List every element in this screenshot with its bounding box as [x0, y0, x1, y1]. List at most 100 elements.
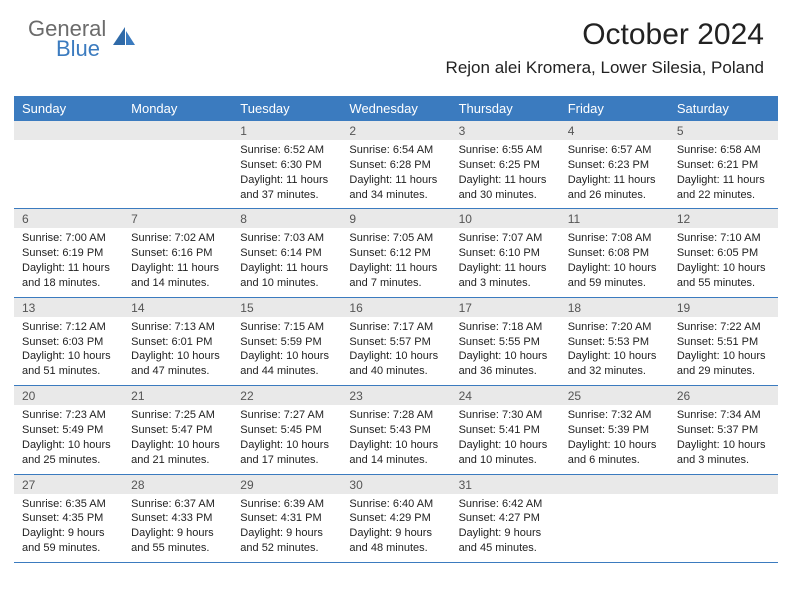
- location-text: Rejon alei Kromera, Lower Silesia, Polan…: [446, 58, 764, 78]
- day-number: 12: [669, 209, 778, 228]
- day-body: Sunrise: 6:40 AMSunset: 4:29 PMDaylight:…: [341, 494, 450, 562]
- day-number: 19: [669, 298, 778, 317]
- daylight-text: Daylight: 9 hours and 48 minutes.: [349, 526, 442, 556]
- day-body: Sunrise: 7:25 AMSunset: 5:47 PMDaylight:…: [123, 405, 232, 473]
- sunrise-text: Sunrise: 7:05 AM: [349, 231, 442, 246]
- day-body: Sunrise: 7:28 AMSunset: 5:43 PMDaylight:…: [341, 405, 450, 473]
- sunset-text: Sunset: 6:30 PM: [240, 158, 333, 173]
- day-body: Sunrise: 6:35 AMSunset: 4:35 PMDaylight:…: [14, 494, 123, 562]
- day-cell: 18Sunrise: 7:20 AMSunset: 5:53 PMDayligh…: [560, 298, 669, 385]
- day-body: Sunrise: 7:02 AMSunset: 6:16 PMDaylight:…: [123, 228, 232, 296]
- day-body: Sunrise: 7:10 AMSunset: 6:05 PMDaylight:…: [669, 228, 778, 296]
- sunrise-text: Sunrise: 6:42 AM: [459, 497, 552, 512]
- logo: General Blue: [28, 18, 137, 60]
- day-number: [14, 121, 123, 140]
- day-number: 29: [232, 475, 341, 494]
- day-cell: 9Sunrise: 7:05 AMSunset: 6:12 PMDaylight…: [341, 209, 450, 296]
- logo-text-blue: Blue: [56, 38, 106, 60]
- sunrise-text: Sunrise: 7:15 AM: [240, 320, 333, 335]
- day-cell: 22Sunrise: 7:27 AMSunset: 5:45 PMDayligh…: [232, 386, 341, 473]
- day-cell: 10 Sunrise: 7:07 AMSunset: 6:10 PMDayligh…: [451, 209, 560, 296]
- day-cell: 16Sunrise: 7:17 AMSunset: 5:57 PMDayligh…: [341, 298, 450, 385]
- daylight-text: Daylight: 10 hours and 10 minutes.: [459, 438, 552, 468]
- daylight-text: Daylight: 9 hours and 55 minutes.: [131, 526, 224, 556]
- day-body: Sunrise: 6:54 AMSunset: 6:28 PMDaylight:…: [341, 140, 450, 208]
- weeks-container: 1Sunrise: 6:52 AMSunset: 6:30 PMDaylight…: [14, 121, 778, 563]
- month-title: October 2024: [446, 18, 764, 52]
- sunrise-text: Sunrise: 6:39 AM: [240, 497, 333, 512]
- sunset-text: Sunset: 5:37 PM: [677, 423, 770, 438]
- sunset-text: Sunset: 6:25 PM: [459, 158, 552, 173]
- day-number: 22: [232, 386, 341, 405]
- sunset-text: Sunset: 4:27 PM: [459, 511, 552, 526]
- day-body: Sunrise: 7:32 AMSunset: 5:39 PMDaylight:…: [560, 405, 669, 473]
- day-number: 18: [560, 298, 669, 317]
- day-number: 17: [451, 298, 560, 317]
- day-number: 11: [560, 209, 669, 228]
- daylight-text: Daylight: 10 hours and 25 minutes.: [22, 438, 115, 468]
- day-number: 30: [341, 475, 450, 494]
- sunset-text: Sunset: 5:39 PM: [568, 423, 661, 438]
- daylight-text: Daylight: 10 hours and 32 minutes.: [568, 349, 661, 379]
- sunrise-text: Sunrise: 6:40 AM: [349, 497, 442, 512]
- daylight-text: Daylight: 10 hours and 51 minutes.: [22, 349, 115, 379]
- day-number: 14: [123, 298, 232, 317]
- day-body: [560, 494, 669, 503]
- day-body: Sunrise: 7:27 AMSunset: 5:45 PMDaylight:…: [232, 405, 341, 473]
- day-body: Sunrise: 7:15 AMSunset: 5:59 PMDaylight:…: [232, 317, 341, 385]
- day-number: 20: [14, 386, 123, 405]
- sunrise-text: Sunrise: 7:03 AM: [240, 231, 333, 246]
- daylight-text: Daylight: 10 hours and 44 minutes.: [240, 349, 333, 379]
- day-cell: 1Sunrise: 6:52 AMSunset: 6:30 PMDaylight…: [232, 121, 341, 208]
- daylight-text: Daylight: 10 hours and 29 minutes.: [677, 349, 770, 379]
- day-number: 25: [560, 386, 669, 405]
- weekday-header: Sunday Monday Tuesday Wednesday Thursday…: [14, 96, 778, 121]
- sunset-text: Sunset: 5:45 PM: [240, 423, 333, 438]
- daylight-text: Daylight: 10 hours and 6 minutes.: [568, 438, 661, 468]
- daylight-text: Daylight: 10 hours and 3 minutes.: [677, 438, 770, 468]
- day-body: Sunrise: 6:52 AMSunset: 6:30 PMDaylight:…: [232, 140, 341, 208]
- day-body: Sunrise: 6:42 AMSunset: 4:27 PMDaylight:…: [451, 494, 560, 562]
- sunrise-text: Sunrise: 7:02 AM: [131, 231, 224, 246]
- sunrise-text: Sunrise: 7:10 AM: [677, 231, 770, 246]
- sunset-text: Sunset: 5:47 PM: [131, 423, 224, 438]
- week-row: 13Sunrise: 7:12 AMSunset: 6:03 PMDayligh…: [14, 298, 778, 386]
- sunrise-text: Sunrise: 6:35 AM: [22, 497, 115, 512]
- day-body: Sunrise: 7:08 AMSunset: 6:08 PMDaylight:…: [560, 228, 669, 296]
- weekday-label: Saturday: [669, 96, 778, 121]
- day-body: Sunrise: 7:30 AMSunset: 5:41 PMDaylight:…: [451, 405, 560, 473]
- day-cell: 15Sunrise: 7:15 AMSunset: 5:59 PMDayligh…: [232, 298, 341, 385]
- sunrise-text: Sunrise: 7:32 AM: [568, 408, 661, 423]
- day-body: [123, 140, 232, 149]
- day-body: Sunrise: 7:03 AMSunset: 6:14 PMDaylight:…: [232, 228, 341, 296]
- daylight-text: Daylight: 10 hours and 59 minutes.: [568, 261, 661, 291]
- day-number: [669, 475, 778, 494]
- sunset-text: Sunset: 6:08 PM: [568, 246, 661, 261]
- day-cell: [669, 475, 778, 562]
- sunrise-text: Sunrise: 7:34 AM: [677, 408, 770, 423]
- day-body: Sunrise: 6:57 AMSunset: 6:23 PMDaylight:…: [560, 140, 669, 208]
- sunrise-text: Sunrise: 7:07 AM: [459, 231, 552, 246]
- day-number: 13: [14, 298, 123, 317]
- sunrise-text: Sunrise: 7:20 AM: [568, 320, 661, 335]
- sunrise-text: Sunrise: 6:54 AM: [349, 143, 442, 158]
- day-number: 10: [451, 209, 560, 228]
- sunset-text: Sunset: 5:43 PM: [349, 423, 442, 438]
- daylight-text: Daylight: 11 hours and 22 minutes.: [677, 173, 770, 203]
- daylight-text: Daylight: 9 hours and 52 minutes.: [240, 526, 333, 556]
- sunrise-text: Sunrise: 7:27 AM: [240, 408, 333, 423]
- day-cell: 27Sunrise: 6:35 AMSunset: 4:35 PMDayligh…: [14, 475, 123, 562]
- sunset-text: Sunset: 5:41 PM: [459, 423, 552, 438]
- sunrise-text: Sunrise: 6:37 AM: [131, 497, 224, 512]
- sunset-text: Sunset: 6:03 PM: [22, 335, 115, 350]
- sunset-text: Sunset: 6:10 PM: [459, 246, 552, 261]
- day-cell: [123, 121, 232, 208]
- daylight-text: Daylight: 11 hours and 3 minutes.: [459, 261, 552, 291]
- day-cell: 11Sunrise: 7:08 AMSunset: 6:08 PMDayligh…: [560, 209, 669, 296]
- day-cell: 19Sunrise: 7:22 AMSunset: 5:51 PMDayligh…: [669, 298, 778, 385]
- week-row: 6Sunrise: 7:00 AMSunset: 6:19 PMDaylight…: [14, 209, 778, 297]
- day-cell: [14, 121, 123, 208]
- day-body: Sunrise: 6:55 AMSunset: 6:25 PMDaylight:…: [451, 140, 560, 208]
- sail-icon: [111, 25, 137, 56]
- day-cell: [560, 475, 669, 562]
